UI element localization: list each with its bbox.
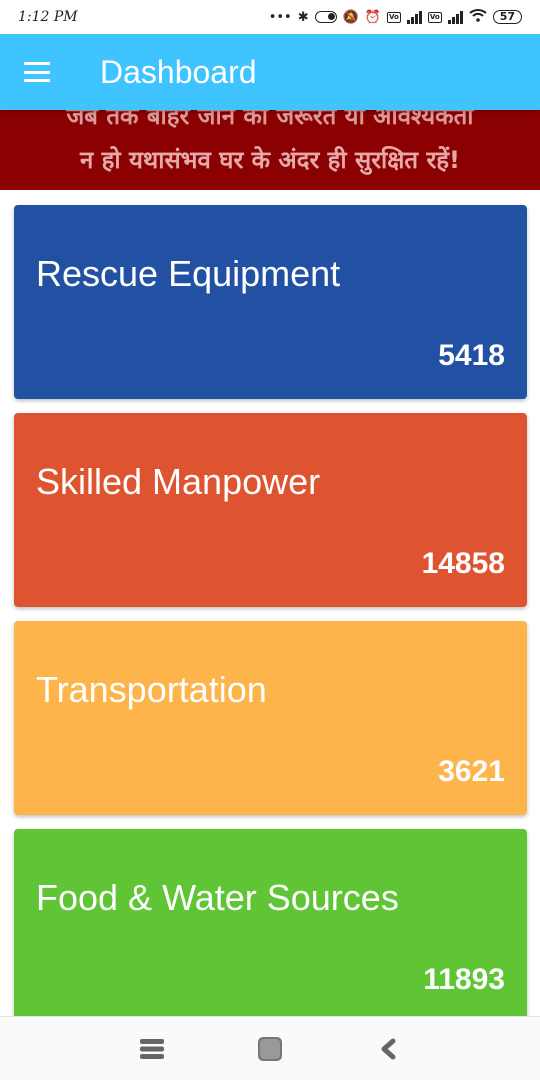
card-count: 5418 xyxy=(438,339,505,372)
signal-icon xyxy=(406,10,422,24)
card-title: Skilled Manpower xyxy=(36,461,321,502)
card-transportation[interactable]: Transportation 3621 xyxy=(14,621,527,815)
more-dots-icon: ••• xyxy=(268,9,292,25)
back-icon[interactable] xyxy=(373,1034,403,1064)
volte-icon-2: Vo xyxy=(427,11,442,23)
banner-line-2: न हो यथासंभव घर के अंदर ही सुरक्षित रहें… xyxy=(80,146,460,174)
status-bar: 1:12 PM ••• ✱ 🔕 ⏰ Vo Vo 57 xyxy=(0,0,540,34)
status-time: 1:12 PM xyxy=(18,9,78,25)
card-skilled-manpower[interactable]: Skilled Manpower 14858 xyxy=(14,413,527,607)
card-rescue-equipment[interactable]: Rescue Equipment 5418 xyxy=(14,205,527,399)
card-title: Rescue Equipment xyxy=(36,253,341,294)
card-count: 14858 xyxy=(421,547,505,580)
dashboard-cards: Rescue Equipment 5418 Skilled Manpower 1… xyxy=(14,205,527,1037)
card-count: 11893 xyxy=(423,963,505,996)
app-bar: Dashboard xyxy=(0,34,540,110)
page-title: Dashboard xyxy=(100,53,257,90)
card-title: Food & Water Sources xyxy=(36,877,399,918)
system-nav-bar xyxy=(0,1016,540,1080)
menu-icon[interactable] xyxy=(24,62,52,82)
card-count: 3621 xyxy=(438,755,505,788)
advisory-banner: जब तक बाहर जाने की जरूरत या आवश्यकता न ह… xyxy=(0,104,540,190)
card-title: Transportation xyxy=(36,669,267,710)
card-food-water-sources[interactable]: Food & Water Sources 11893 xyxy=(14,829,527,1023)
bluetooth-icon: ✱ xyxy=(297,9,309,25)
signal-icon-2 xyxy=(447,10,463,24)
volte-icon: Vo xyxy=(387,11,401,23)
battery-icon: 57 xyxy=(492,10,522,24)
toggle-icon xyxy=(314,11,337,23)
mute-icon: 🔕 xyxy=(342,9,359,25)
status-icons: ••• ✱ 🔕 ⏰ Vo Vo 57 xyxy=(269,8,522,26)
home-icon[interactable] xyxy=(255,1034,285,1064)
wifi-icon xyxy=(469,8,487,26)
alarm-icon: ⏰ xyxy=(364,9,381,25)
recent-apps-icon[interactable] xyxy=(137,1034,167,1064)
